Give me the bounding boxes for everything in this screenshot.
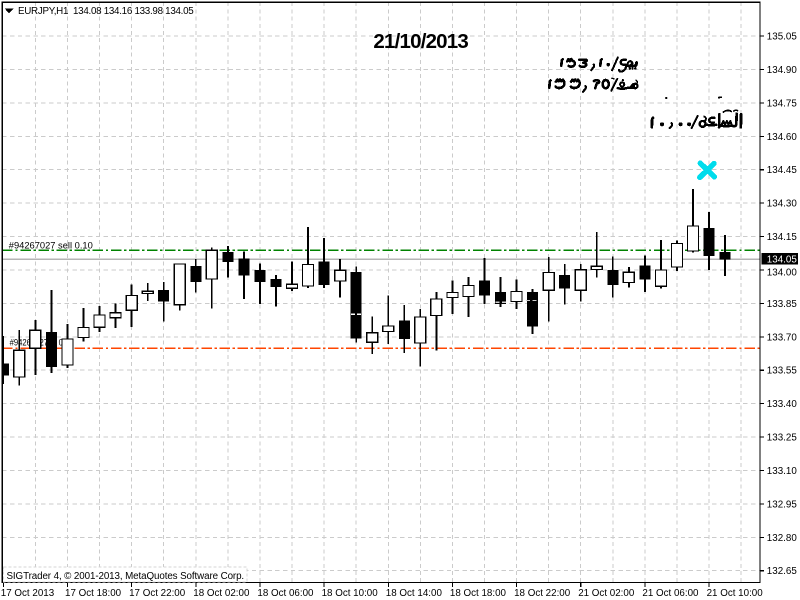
svg-text:134.45: 134.45 (767, 165, 798, 176)
svg-text:18 Oct 22:00: 18 Oct 22:00 (514, 588, 571, 599)
svg-text:135.05: 135.05 (767, 32, 798, 43)
svg-text:18 Oct 10:00: 18 Oct 10:00 (322, 588, 379, 599)
svg-text:134.00: 134.00 (767, 267, 798, 278)
svg-text:21/10/2013: 21/10/2013 (373, 30, 468, 53)
svg-text:133.55: 133.55 (767, 366, 798, 377)
svg-text:17 Oct 22:00: 17 Oct 22:00 (129, 588, 186, 599)
svg-text:18 Oct 02:00: 18 Oct 02:00 (193, 588, 250, 599)
svg-text:132.65: 132.65 (767, 566, 798, 577)
svg-text:134.15: 134.15 (767, 232, 798, 243)
svg-text:21 Oct 10:00: 21 Oct 10:00 (707, 588, 764, 599)
svg-text:134.75: 134.75 (767, 98, 798, 109)
svg-text:18 Oct 14:00: 18 Oct 14:00 (386, 588, 443, 599)
svg-text:21 Oct 02:00: 21 Oct 02:00 (578, 588, 635, 599)
svg-text:SIGTrader 4, © 2001-2013, Meta: SIGTrader 4, © 2001-2013, MetaQuotes Sof… (7, 571, 245, 582)
svg-text:133.10: 133.10 (767, 466, 798, 477)
svg-text:17 Oct 18:00: 17 Oct 18:00 (65, 588, 122, 599)
svg-text:17 Oct 2013: 17 Oct 2013 (1, 588, 55, 599)
svg-text:134.90: 134.90 (767, 65, 798, 76)
svg-text:134.30: 134.30 (767, 199, 798, 210)
svg-text:134.60: 134.60 (767, 132, 798, 143)
svg-text:134.05: 134.05 (767, 254, 798, 265)
svg-text:18 Oct 06:00: 18 Oct 06:00 (257, 588, 314, 599)
svg-text:EURJPY,H1 134.08 134.16 133.9: EURJPY,H1 134.08 134.16 133.98 134.05 (18, 6, 194, 17)
svg-text:21 Oct 06:00: 21 Oct 06:00 (642, 588, 699, 599)
svg-text:133.70: 133.70 (767, 332, 798, 343)
svg-text:133.85: 133.85 (767, 299, 798, 310)
svg-text:132.80: 132.80 (767, 533, 798, 544)
svg-text:#94267027 sell 0.10: #94267027 sell 0.10 (9, 239, 93, 250)
svg-text:133.25: 133.25 (767, 433, 798, 444)
svg-text:#94267027 tp 0.10: #94267027 tp 0.10 (10, 336, 74, 347)
svg-text:132.95: 132.95 (767, 499, 798, 510)
svg-text:18 Oct 18:00: 18 Oct 18:00 (450, 588, 507, 599)
svg-text:133.40: 133.40 (767, 399, 798, 410)
